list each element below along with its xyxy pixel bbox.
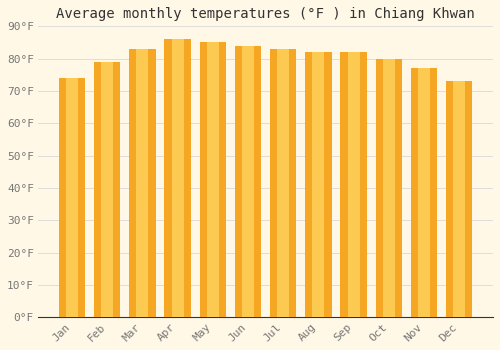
Bar xyxy=(277,49,289,317)
Bar xyxy=(136,49,148,317)
Bar xyxy=(305,52,332,317)
Bar xyxy=(235,46,261,317)
Bar xyxy=(207,42,218,317)
Bar xyxy=(348,52,360,317)
Bar xyxy=(411,68,437,317)
Bar xyxy=(270,49,296,317)
Title: Average monthly temperatures (°F ) in Chiang Khwan: Average monthly temperatures (°F ) in Ch… xyxy=(56,7,475,21)
Bar xyxy=(129,49,156,317)
Bar xyxy=(376,59,402,317)
Bar xyxy=(383,59,394,317)
Bar xyxy=(340,52,367,317)
Bar xyxy=(446,81,472,317)
Bar xyxy=(59,78,85,317)
Bar xyxy=(172,39,183,317)
Bar xyxy=(418,68,430,317)
Bar xyxy=(200,42,226,317)
Bar xyxy=(101,62,113,317)
Bar xyxy=(94,62,120,317)
Bar xyxy=(312,52,324,317)
Bar xyxy=(66,78,78,317)
Bar xyxy=(453,81,465,317)
Bar xyxy=(164,39,191,317)
Bar xyxy=(242,46,254,317)
